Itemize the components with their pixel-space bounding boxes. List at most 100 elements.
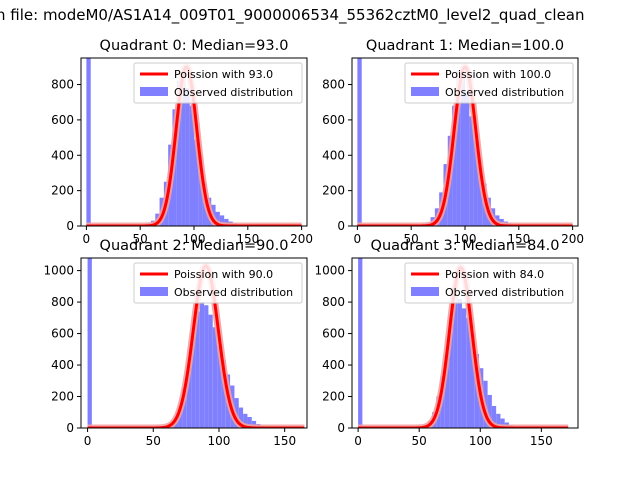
histogram-bar xyxy=(452,105,457,226)
legend: Poission with 100.0 Observed distribution xyxy=(404,62,574,104)
histogram-bar xyxy=(460,72,466,226)
subplot-quadrant-0: 0 50 100 150 200 0 200 400 600 800 Poission with 9… xyxy=(51,38,313,246)
y-tick-label: 400 xyxy=(322,358,345,372)
x-tick-label: 150 xyxy=(530,434,553,448)
histogram-bar xyxy=(194,139,199,226)
plot-area xyxy=(83,58,305,226)
axes-frame xyxy=(351,257,579,429)
subplot-title: Quadrant 3: Median=84.0 xyxy=(371,238,560,254)
subplot-quadrant-3: 0 50 100 150 0 200 400 600 800 1000 Poission with … xyxy=(314,238,579,448)
x-tick-label: 100 xyxy=(183,232,206,246)
histogram-bar xyxy=(176,80,182,226)
histogram-bar xyxy=(204,305,209,428)
poisson-fit-line xyxy=(85,65,303,226)
histogram-bar xyxy=(461,308,467,428)
histogram-bar xyxy=(185,88,190,226)
y-tick-label: 600 xyxy=(51,113,74,127)
figure-suptitle: n file: modeM0/AS1A14_009T01_9000006534_… xyxy=(0,6,585,25)
histogram-bar xyxy=(212,327,218,428)
y-tick-label: 200 xyxy=(51,390,74,404)
histogram-bar xyxy=(191,336,196,428)
histogram-bar xyxy=(243,413,248,428)
legend: Poission with 90.0 Observed distribution xyxy=(133,262,303,304)
x-tick-label: 0 xyxy=(84,434,92,448)
histogram-bar xyxy=(199,302,205,428)
legend-label-histogram: Observed distribution xyxy=(445,286,564,299)
x-tick-label: 100 xyxy=(454,232,477,246)
histogram-bar xyxy=(465,91,470,226)
y-tick-label: 600 xyxy=(322,113,345,127)
histogram-bar xyxy=(215,211,220,226)
y-tick-label: 200 xyxy=(322,184,345,198)
histogram-bar xyxy=(217,346,222,428)
x-tick-label: 150 xyxy=(507,232,530,246)
legend-swatch-histogram xyxy=(140,87,168,96)
histogram-bar xyxy=(358,258,363,428)
x-tick-label: 0 xyxy=(83,232,91,246)
plot-area xyxy=(84,258,307,428)
y-tick-label: 800 xyxy=(51,295,74,309)
legend: Poission with 93.0 Observed distribution xyxy=(133,62,303,104)
legend-swatch-histogram xyxy=(140,287,168,296)
histogram-bar xyxy=(182,388,187,428)
legend-label-fit: Poission with 100.0 xyxy=(445,68,551,81)
x-tick-label: 200 xyxy=(561,232,584,246)
subplot-grid: 0 50 100 150 200 0 200 400 600 800 Poission with 9… xyxy=(43,38,584,448)
y-tick-label: 400 xyxy=(51,358,74,372)
y-tick-label: 800 xyxy=(51,78,74,92)
histogram-bar xyxy=(496,413,501,428)
histogram-bar xyxy=(181,73,186,226)
y-tick-label: 200 xyxy=(322,390,345,404)
y-tick-label: 400 xyxy=(51,148,74,162)
y-tick-label: 800 xyxy=(322,78,345,92)
axes-frame xyxy=(80,257,308,429)
histogram-bar xyxy=(473,141,478,226)
subplot-title: Quadrant 0: Median=93.0 xyxy=(100,38,289,54)
legend-frame xyxy=(133,262,303,304)
y-tick-label: 600 xyxy=(322,327,345,341)
histogram-bar xyxy=(453,286,458,428)
x-tick-label: 0 xyxy=(354,232,362,246)
histogram-bar xyxy=(469,116,474,226)
histogram-bar xyxy=(457,298,462,428)
y-tick-label: 1000 xyxy=(314,264,345,278)
y-tick-label: 800 xyxy=(322,295,345,309)
histogram-bar xyxy=(491,405,497,428)
subplot-quadrant-2: 0 50 100 150 0 200 400 600 800 1000 Poission with … xyxy=(43,238,308,448)
legend-label-histogram: Observed distribution xyxy=(174,86,293,99)
histogram-bar xyxy=(221,360,226,428)
histogram-bar xyxy=(466,317,471,428)
y-tick-label: 200 xyxy=(51,184,74,198)
x-tick-label: 100 xyxy=(469,434,492,448)
histogram-bar xyxy=(208,314,213,428)
y-tick-label: 0 xyxy=(66,219,74,233)
histogram-bar xyxy=(186,365,192,428)
legend-label-histogram: Observed distribution xyxy=(445,86,564,99)
histogram-bar xyxy=(195,311,200,428)
x-tick-label: 50 xyxy=(146,434,161,448)
x-tick-label: 50 xyxy=(412,434,427,448)
histogram-bar xyxy=(449,317,454,428)
x-tick-label: 50 xyxy=(404,232,419,246)
x-tick-label: 100 xyxy=(208,434,231,448)
legend-label-histogram: Observed distribution xyxy=(174,286,293,299)
histogram-bar xyxy=(198,155,203,226)
histogram-bar xyxy=(357,58,362,226)
histogram-bar xyxy=(247,416,252,428)
legend-swatch-histogram xyxy=(411,287,439,296)
legend-frame xyxy=(133,62,303,104)
histogram-bar xyxy=(444,352,450,428)
y-tick-label: 600 xyxy=(51,327,74,341)
histogram-bar xyxy=(500,418,505,428)
histogram-bar xyxy=(477,165,483,226)
histogram-bar xyxy=(238,407,244,428)
histogram-bar xyxy=(470,333,475,428)
subplot-quadrant-1: 0 50 100 150 200 0 200 400 600 800 Poission with 1… xyxy=(322,38,584,246)
histogram-bar xyxy=(487,394,492,428)
subplot-title: Quadrant 1: Median=100.0 xyxy=(366,38,564,54)
y-tick-label: 0 xyxy=(337,421,345,435)
legend-label-fit: Poission with 90.0 xyxy=(174,268,273,281)
x-tick-label: 200 xyxy=(290,232,313,246)
legend-swatch-histogram xyxy=(411,87,439,96)
